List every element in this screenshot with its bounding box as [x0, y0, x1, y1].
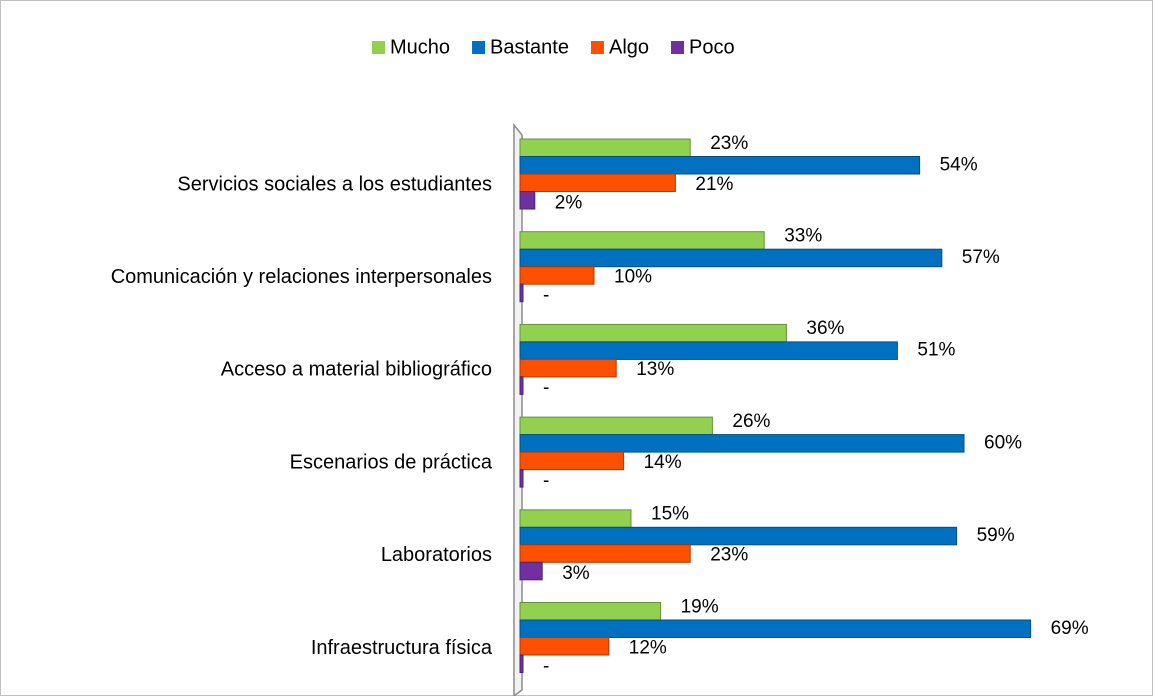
data-label: 54% — [940, 154, 978, 175]
data-label: 12% — [629, 637, 667, 658]
legend-label: Mucho — [390, 36, 450, 58]
bar — [519, 376, 524, 395]
legend-swatch — [372, 41, 385, 54]
data-label: 26% — [732, 411, 770, 432]
data-label: 60% — [984, 432, 1022, 453]
bar — [519, 191, 536, 210]
data-label: 3% — [562, 563, 590, 584]
bar — [519, 283, 524, 303]
bar — [519, 561, 543, 581]
bar — [519, 341, 898, 360]
bar — [519, 231, 765, 250]
y-tick-label: Laboratorios — [381, 544, 492, 566]
data-label: 14% — [644, 452, 682, 473]
legend-swatch — [671, 41, 685, 54]
bar — [519, 619, 1032, 638]
legend-label: Poco — [689, 36, 735, 58]
data-label: 23% — [710, 545, 748, 566]
data-label: 10% — [614, 266, 652, 287]
bar — [519, 416, 713, 436]
bar — [519, 323, 787, 343]
y-tick-label: Comunicación y relaciones interpersonale… — [111, 266, 492, 288]
bar — [519, 173, 676, 192]
data-label: - — [543, 470, 549, 491]
bar — [519, 637, 610, 656]
data-label: - — [543, 656, 549, 677]
legend-swatch — [472, 41, 486, 54]
legend-label: Bastante — [490, 36, 569, 58]
bar — [519, 358, 617, 378]
bar — [519, 602, 662, 621]
bar — [519, 509, 632, 528]
data-label: 21% — [695, 174, 733, 195]
data-label: 36% — [806, 318, 844, 339]
bar — [519, 156, 921, 175]
bar — [519, 451, 625, 471]
y-tick-label: Servicios sociales a los estudiantes — [177, 173, 492, 195]
data-label: 13% — [636, 359, 674, 380]
data-label: 23% — [710, 133, 748, 154]
legend-swatch — [590, 41, 604, 54]
bar — [519, 434, 965, 453]
data-label: 19% — [681, 596, 719, 617]
data-label: 2% — [555, 192, 583, 213]
data-label: - — [543, 285, 549, 306]
bar — [519, 526, 958, 546]
data-label: - — [543, 378, 549, 399]
data-label: 57% — [962, 247, 1000, 268]
bar — [519, 138, 691, 157]
y-tick-label: Infraestructura física — [311, 637, 493, 659]
data-label: 69% — [1051, 618, 1089, 639]
y-tick-label: Escenarios de práctica — [290, 451, 493, 473]
bar — [519, 654, 524, 673]
data-label: 15% — [651, 504, 689, 525]
bar — [519, 469, 524, 488]
bar — [519, 266, 595, 285]
y-tick-label: Acceso a material bibliográfico — [221, 359, 492, 381]
bar — [519, 544, 691, 563]
legend-label: Algo — [609, 36, 649, 58]
bar — [519, 248, 943, 268]
data-label: 33% — [784, 225, 822, 246]
data-label: 59% — [977, 525, 1015, 546]
data-label: 51% — [917, 340, 955, 361]
